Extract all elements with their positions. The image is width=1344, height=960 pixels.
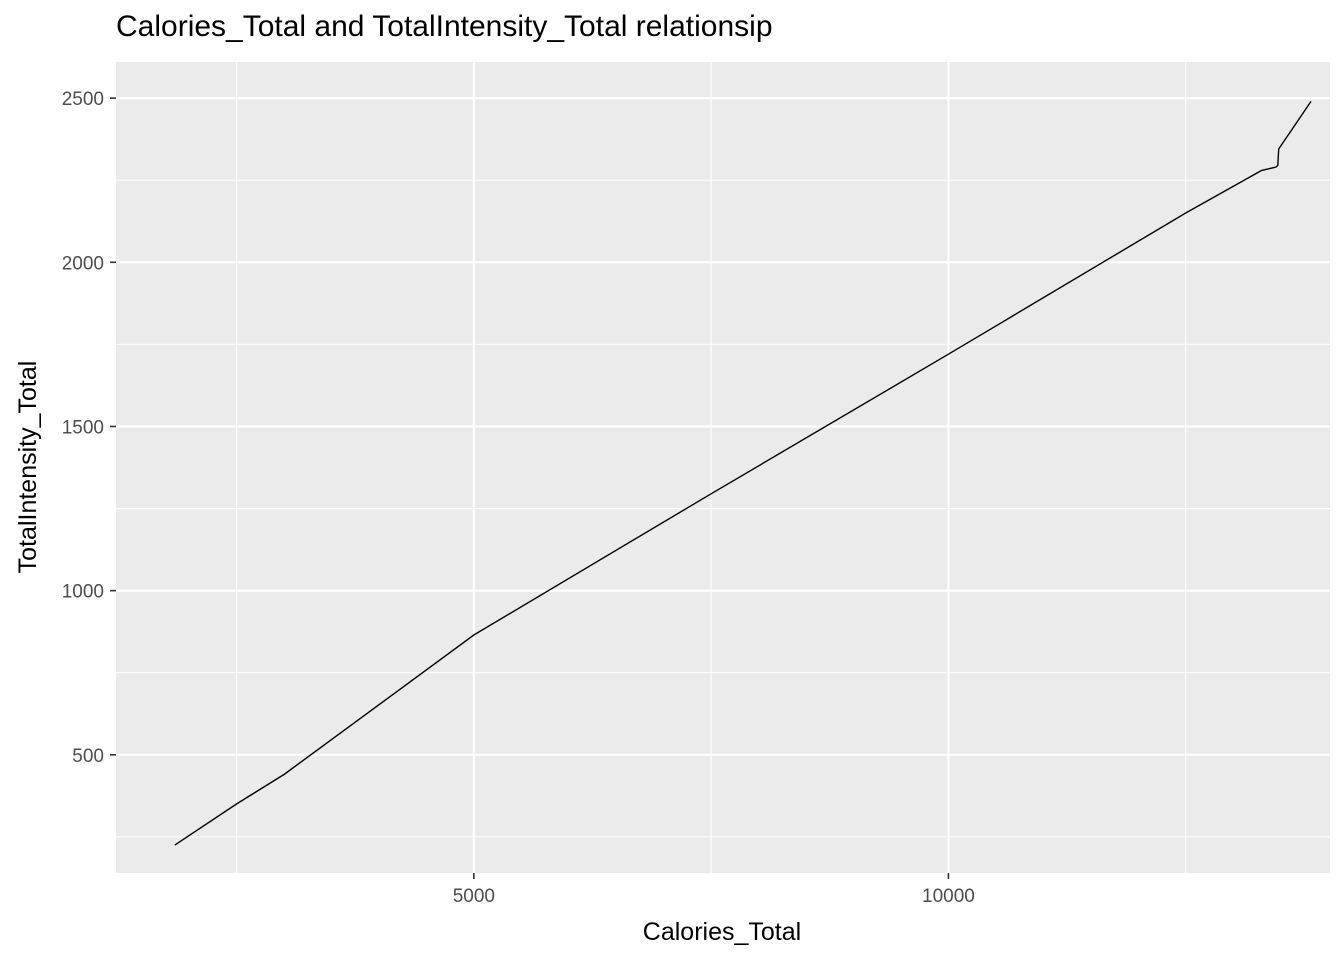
series-layer <box>174 101 1312 846</box>
y-axis-title: TotalIntensity_Total <box>14 361 42 574</box>
x-tick-label: 5000 <box>453 886 495 907</box>
y-tick-label: 500 <box>72 746 104 767</box>
chart-title: Calories_Total and TotalIntensity_Total … <box>116 10 773 43</box>
y-tick-label: 2000 <box>62 253 104 274</box>
series-line <box>174 101 1312 846</box>
x-axis-title: Calories_Total <box>643 918 801 946</box>
y-tick-label: 2500 <box>62 89 104 110</box>
y-tick-label: 1000 <box>62 582 104 603</box>
major-gridlines <box>116 62 1330 873</box>
y-tick-label: 1500 <box>62 417 104 438</box>
minor-gridlines <box>116 62 1330 873</box>
ticks-layer: 5000 10000 500 1000 1500 2000 2500 <box>62 89 975 907</box>
x-tick-label: 10000 <box>922 886 975 907</box>
plot-panel <box>116 62 1330 873</box>
